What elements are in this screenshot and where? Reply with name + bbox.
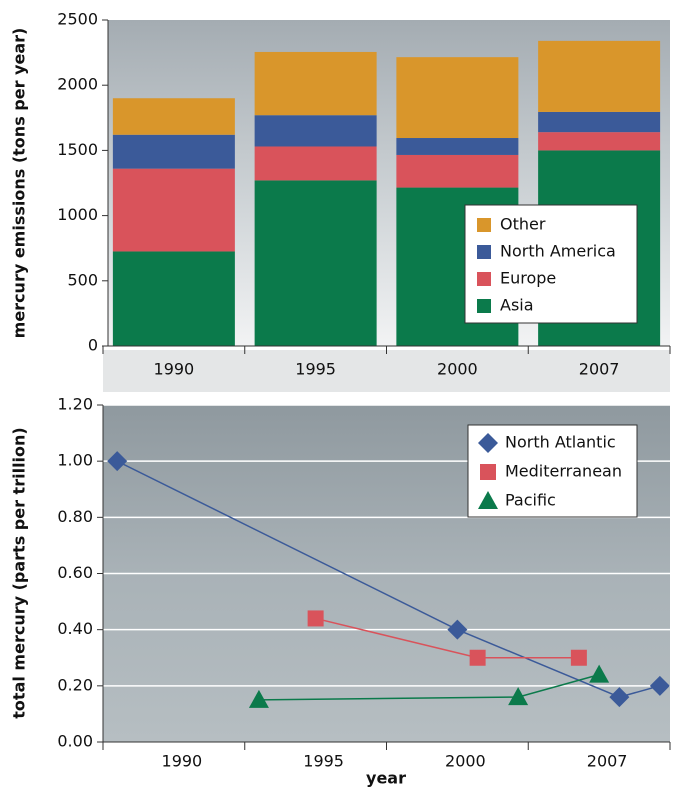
y-tick-label: 0.00 [57, 732, 93, 751]
y-tick-label: 2500 [57, 10, 98, 29]
legend-swatch [477, 299, 491, 313]
y-tick-label: 0 [88, 336, 98, 355]
legend-label: Pacific [505, 491, 556, 510]
data-point [589, 664, 610, 683]
legend-label: Europe [500, 269, 556, 288]
legend-label: Other [500, 215, 546, 234]
bar-segment [538, 132, 661, 151]
y-tick-label: 1.20 [57, 395, 93, 414]
data-point [469, 649, 486, 666]
bar-segment [112, 134, 235, 169]
bar-segment [538, 111, 661, 133]
data-point [570, 649, 587, 666]
y-tick-label: 500 [67, 270, 98, 289]
y-tick-label: 1.00 [57, 451, 93, 470]
x-tick-label: 1995 [303, 752, 344, 771]
legend-swatch [477, 218, 491, 232]
y-axis-title: total mercury (parts per trillion) [10, 427, 29, 718]
legend-label: North Atlantic [505, 433, 616, 452]
y-tick-label: 2000 [57, 75, 98, 94]
x-tick-label: 2000 [437, 360, 478, 379]
bar-segment [254, 115, 377, 147]
bar-segment [112, 98, 235, 135]
x-tick-label: 1995 [295, 360, 336, 379]
legend-marker [478, 433, 498, 453]
data-point [508, 687, 529, 706]
y-tick-label: 1000 [57, 205, 98, 224]
y-tick-label: 0.20 [57, 675, 93, 694]
bar-segment [254, 51, 377, 116]
y-tick-label: 0.80 [57, 507, 93, 526]
bar-segment [396, 57, 519, 139]
bar-segment [396, 138, 519, 155]
x-tick-label: 2007 [587, 752, 628, 771]
data-point [307, 610, 324, 627]
legend-label: Asia [500, 296, 534, 315]
y-tick-label: 1500 [57, 140, 98, 159]
data-point [447, 619, 468, 640]
legend-box [464, 204, 638, 324]
y-tick-label: 0.60 [57, 563, 93, 582]
x-tick-label: 1990 [154, 360, 195, 379]
data-point [649, 675, 670, 696]
data-point [107, 451, 128, 472]
bar-segment [396, 154, 519, 188]
data-point [609, 687, 630, 708]
x-axis-title: year [366, 769, 406, 788]
legend-swatch [477, 272, 491, 286]
y-axis-title: mercury emissions (tons per year) [10, 28, 29, 339]
legend-marker [478, 491, 498, 509]
x-tick-label: 2000 [445, 752, 486, 771]
x-tick-label: 1990 [162, 752, 203, 771]
bar-segment [112, 251, 235, 346]
bar-segment [538, 40, 661, 112]
legend-label: Mediterranean [505, 462, 622, 481]
legend-marker [480, 464, 496, 480]
legend-box [467, 424, 638, 518]
y-tick-label: 0.40 [57, 619, 93, 638]
data-point [248, 689, 269, 708]
bar-segment [112, 168, 235, 252]
legend-swatch [477, 245, 491, 259]
bar-segment [254, 180, 377, 346]
bar-segment [254, 146, 377, 181]
legend-label: North America [500, 242, 616, 261]
category-band [103, 350, 670, 392]
x-tick-label: 2007 [579, 360, 620, 379]
series-line [116, 460, 661, 698]
